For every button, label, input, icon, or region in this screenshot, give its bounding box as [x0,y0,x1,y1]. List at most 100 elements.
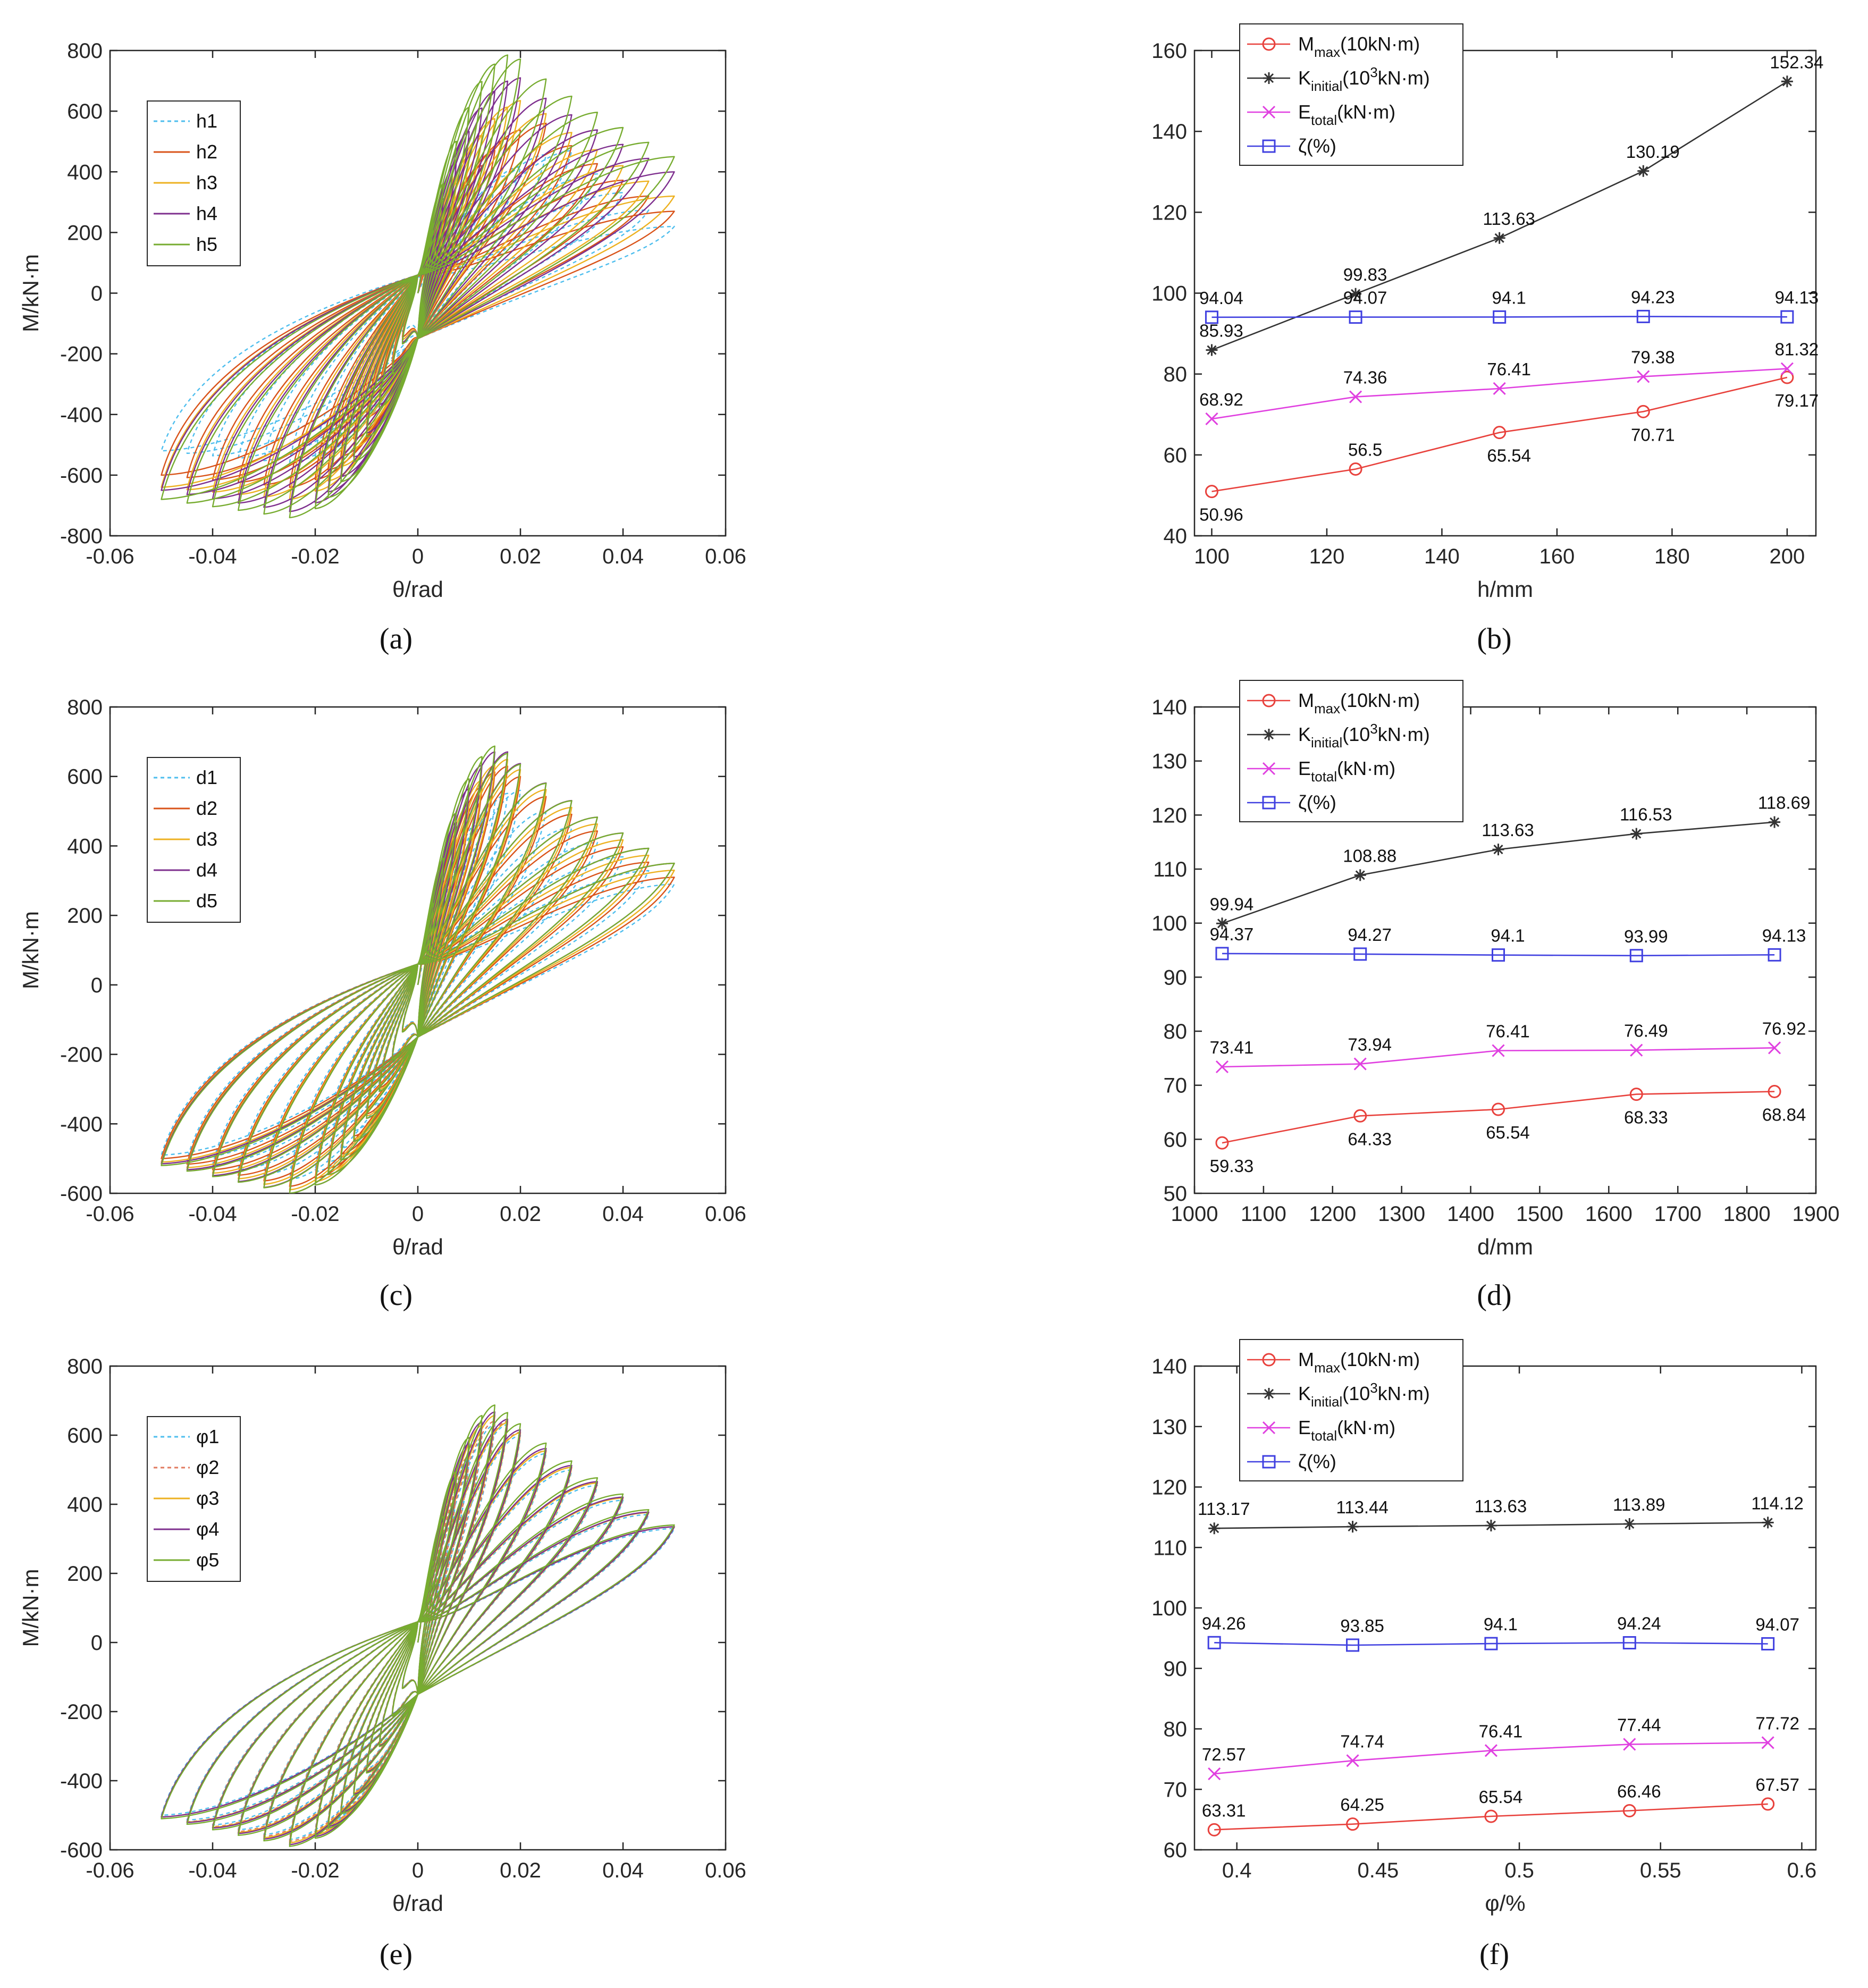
legend-label: Kinitial(103kN·m) [1298,721,1430,751]
data-label: 63.31 [1202,1800,1246,1820]
data-point [1630,828,1643,840]
data-point [1636,309,1650,323]
y-tick-label: -800 [60,525,103,548]
data-label: 108.88 [1343,846,1396,865]
x-tick-label: 0.06 [705,1202,746,1226]
data-point [1637,370,1650,383]
y-tick-label: 60 [1164,1128,1188,1151]
data-point [1629,1088,1643,1101]
data-point [1484,1809,1498,1823]
data-point [1492,1044,1505,1057]
legend-marker [1262,762,1276,776]
legend-superscript: 3 [1370,721,1377,737]
curve-layer [161,745,675,1193]
data-label: 77.72 [1755,1713,1799,1733]
data-label: 68.92 [1199,390,1243,409]
data-point [1622,1804,1636,1818]
y-tick-label: 120 [1151,201,1187,224]
data-point [1353,1057,1367,1071]
data-label: 74.74 [1340,1731,1384,1751]
data-label: 59.33 [1210,1156,1254,1176]
y-tick-label: 80 [1164,363,1188,386]
legend-subscript: total [1311,769,1337,785]
data-label: 65.54 [1479,1787,1523,1807]
x-tick-label: 1400 [1447,1202,1494,1226]
legend-label-h5: h5 [196,233,217,255]
x-tick-label: 0.55 [1640,1859,1681,1882]
x-tick-label: 0.6 [1787,1859,1817,1882]
legend-unit: (kN·m) [1337,1417,1395,1438]
legend-label: ζ(%) [1298,1451,1336,1472]
data-point [1768,948,1781,962]
x-tick-label: -0.04 [188,1202,237,1226]
y-tick-label: 80 [1164,1718,1188,1741]
data-label: 72.57 [1202,1745,1246,1764]
data-label: 94.1 [1491,926,1525,946]
x-tick-label: 0.06 [705,1859,746,1882]
data-point [1353,1109,1367,1123]
data-point [1215,1060,1229,1074]
data-point [1205,485,1218,499]
data-label: 94.24 [1617,1614,1661,1633]
y-tick-label: -200 [60,1043,103,1067]
legend-unit-tail: kN·m) [1378,67,1430,89]
panel-caption: (d) [1477,1279,1511,1312]
y-tick-label: 40 [1164,525,1188,548]
y-tick-label: 140 [1151,120,1187,144]
data-label: 79.17 [1775,391,1819,410]
y-tick-label: 100 [1151,282,1187,306]
x-axis-label: φ/% [1485,1891,1525,1916]
legend-unit: (10kN·m) [1340,1349,1420,1370]
panel-caption: (c) [380,1279,413,1312]
series-line [1214,1803,1768,1831]
x-axis-label: d/mm [1477,1234,1533,1259]
data-point [1484,1637,1498,1650]
data-label: 94.27 [1348,925,1392,945]
y-tick-label: 100 [1151,1597,1187,1620]
hysteresis-curve-h1 [161,150,675,464]
data-label: 70.71 [1631,425,1675,444]
x-tick-label: 0.5 [1504,1859,1534,1882]
legend-main: E [1298,1417,1311,1438]
legend-label-h2: h2 [196,141,217,163]
legend-subscript: max [1314,1360,1340,1376]
data-label: 64.33 [1348,1129,1392,1149]
data-label: 99.94 [1210,894,1254,914]
x-axis-label: h/mm [1477,577,1533,602]
legend-unit: (kN·m) [1337,101,1395,123]
x-tick-label: 1600 [1585,1202,1633,1226]
hysteresis-panel-a: -0.06 -0.04 -0.02 0 0.02 0.04 0.06 800 600 400 200… [18,39,746,655]
legend-label-h3: h3 [196,172,217,193]
y-tick-label: 50 [1164,1182,1188,1206]
y-tick-label: 140 [1151,1355,1187,1378]
data-point [1780,310,1794,324]
curve-layer [161,54,675,518]
data-label: 113.17 [1198,1499,1250,1519]
legend-main: M [1298,33,1314,55]
x-tick-label: 1200 [1309,1202,1356,1226]
legend-main: E [1298,757,1311,779]
x-tick-label: 1900 [1793,1202,1840,1226]
data-point [1350,288,1362,300]
y-tick-label: 140 [1151,696,1187,719]
legend-unit: (10kN·m) [1340,33,1420,55]
legend-box [1239,680,1463,822]
legend-label-φ2: φ2 [196,1456,219,1478]
y-tick-label: 60 [1164,1839,1188,1862]
legend-subscript: initial [1311,78,1342,94]
legend-label-d3: d3 [196,828,217,850]
panel-caption: (f) [1479,1938,1509,1971]
data-label: 113.63 [1482,820,1534,840]
data-label: 118.69 [1758,793,1810,813]
y-tick-label: 200 [67,221,103,245]
x-axis-label: θ/rad [392,1891,443,1916]
data-label: 99.83 [1343,265,1387,284]
x-tick-label: -0.02 [291,1202,339,1226]
legend-marker [1262,694,1276,707]
panel-caption: (e) [380,1938,413,1971]
panel-caption: (a) [380,622,413,655]
x-tick-label: 0.45 [1357,1859,1399,1882]
x-tick-label: 0 [412,545,424,568]
data-point [1623,1738,1636,1751]
data-label: 94.26 [1202,1613,1246,1633]
